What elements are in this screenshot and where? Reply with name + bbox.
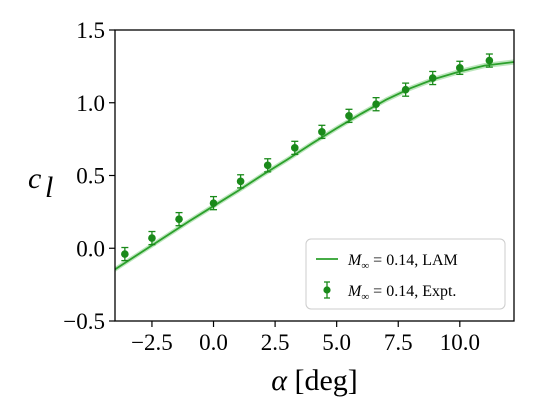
x-tick-label: 7.5 (384, 330, 413, 355)
y-tick-label: −0.5 (63, 309, 105, 334)
y-tick-label: 1.0 (76, 91, 105, 116)
point-marker (485, 56, 494, 65)
y-tick-label: 1.5 (76, 18, 105, 43)
x-axis-ticks: −2.5 0.0 2.5 5.0 7.5 10.0 (131, 321, 480, 355)
data-point (175, 211, 183, 227)
data-point (121, 246, 129, 262)
expt-series (121, 53, 494, 262)
data-point (290, 140, 299, 156)
x-tick-label: 2.5 (261, 330, 290, 355)
legend-point-swatch (323, 286, 331, 294)
point-marker (456, 64, 464, 72)
x-tick-label: 10.0 (440, 330, 480, 355)
data-point (345, 108, 353, 124)
legend-entry: M∞ = 0.14, Expt. (323, 281, 456, 303)
point-marker (372, 100, 380, 109)
x-tick-label: −2.5 (131, 330, 173, 355)
legend: M∞ = 0.14, LAM M∞ = 0.14, Expt. (305, 238, 506, 310)
data-point (401, 82, 410, 97)
data-point (263, 158, 272, 173)
x-tick-label: 5.0 (322, 330, 351, 355)
point-marker (148, 234, 156, 242)
x-tick-label: 0.0 (199, 330, 228, 355)
point-marker (318, 128, 326, 136)
y-tick-label: 0.0 (76, 236, 105, 261)
y-axis-label: c (28, 162, 41, 195)
point-marker (175, 215, 183, 223)
point-marker (121, 250, 129, 258)
axis-labels: α [deg] c l (28, 162, 358, 397)
data-point (485, 53, 494, 68)
point-marker (263, 161, 272, 170)
legend-label: M∞ = 0.14, LAM (347, 252, 458, 272)
point-marker (209, 199, 218, 207)
legend-box (305, 238, 506, 310)
data-point (318, 124, 326, 140)
x-axis-label: α [deg] (271, 364, 358, 397)
y-axis-label-subscript: l (45, 171, 53, 204)
point-marker (236, 177, 245, 186)
data-point (148, 230, 156, 246)
data-point (236, 174, 245, 189)
lam-series (114, 61, 515, 271)
legend-entry: M∞ = 0.14, LAM (316, 252, 458, 272)
point-marker (401, 85, 410, 94)
legend-label: M∞ = 0.14, Expt. (347, 283, 456, 303)
point-marker (428, 74, 437, 82)
data-point (456, 60, 464, 76)
data-point (209, 195, 218, 211)
lam-line (114, 61, 515, 271)
point-marker (345, 112, 353, 120)
y-tick-label: 0.5 (76, 164, 105, 189)
data-point (372, 97, 380, 112)
y-axis-ticks: −0.5 0.0 0.5 1.0 1.5 (63, 18, 115, 334)
point-marker (290, 144, 299, 152)
data-point (428, 70, 437, 86)
